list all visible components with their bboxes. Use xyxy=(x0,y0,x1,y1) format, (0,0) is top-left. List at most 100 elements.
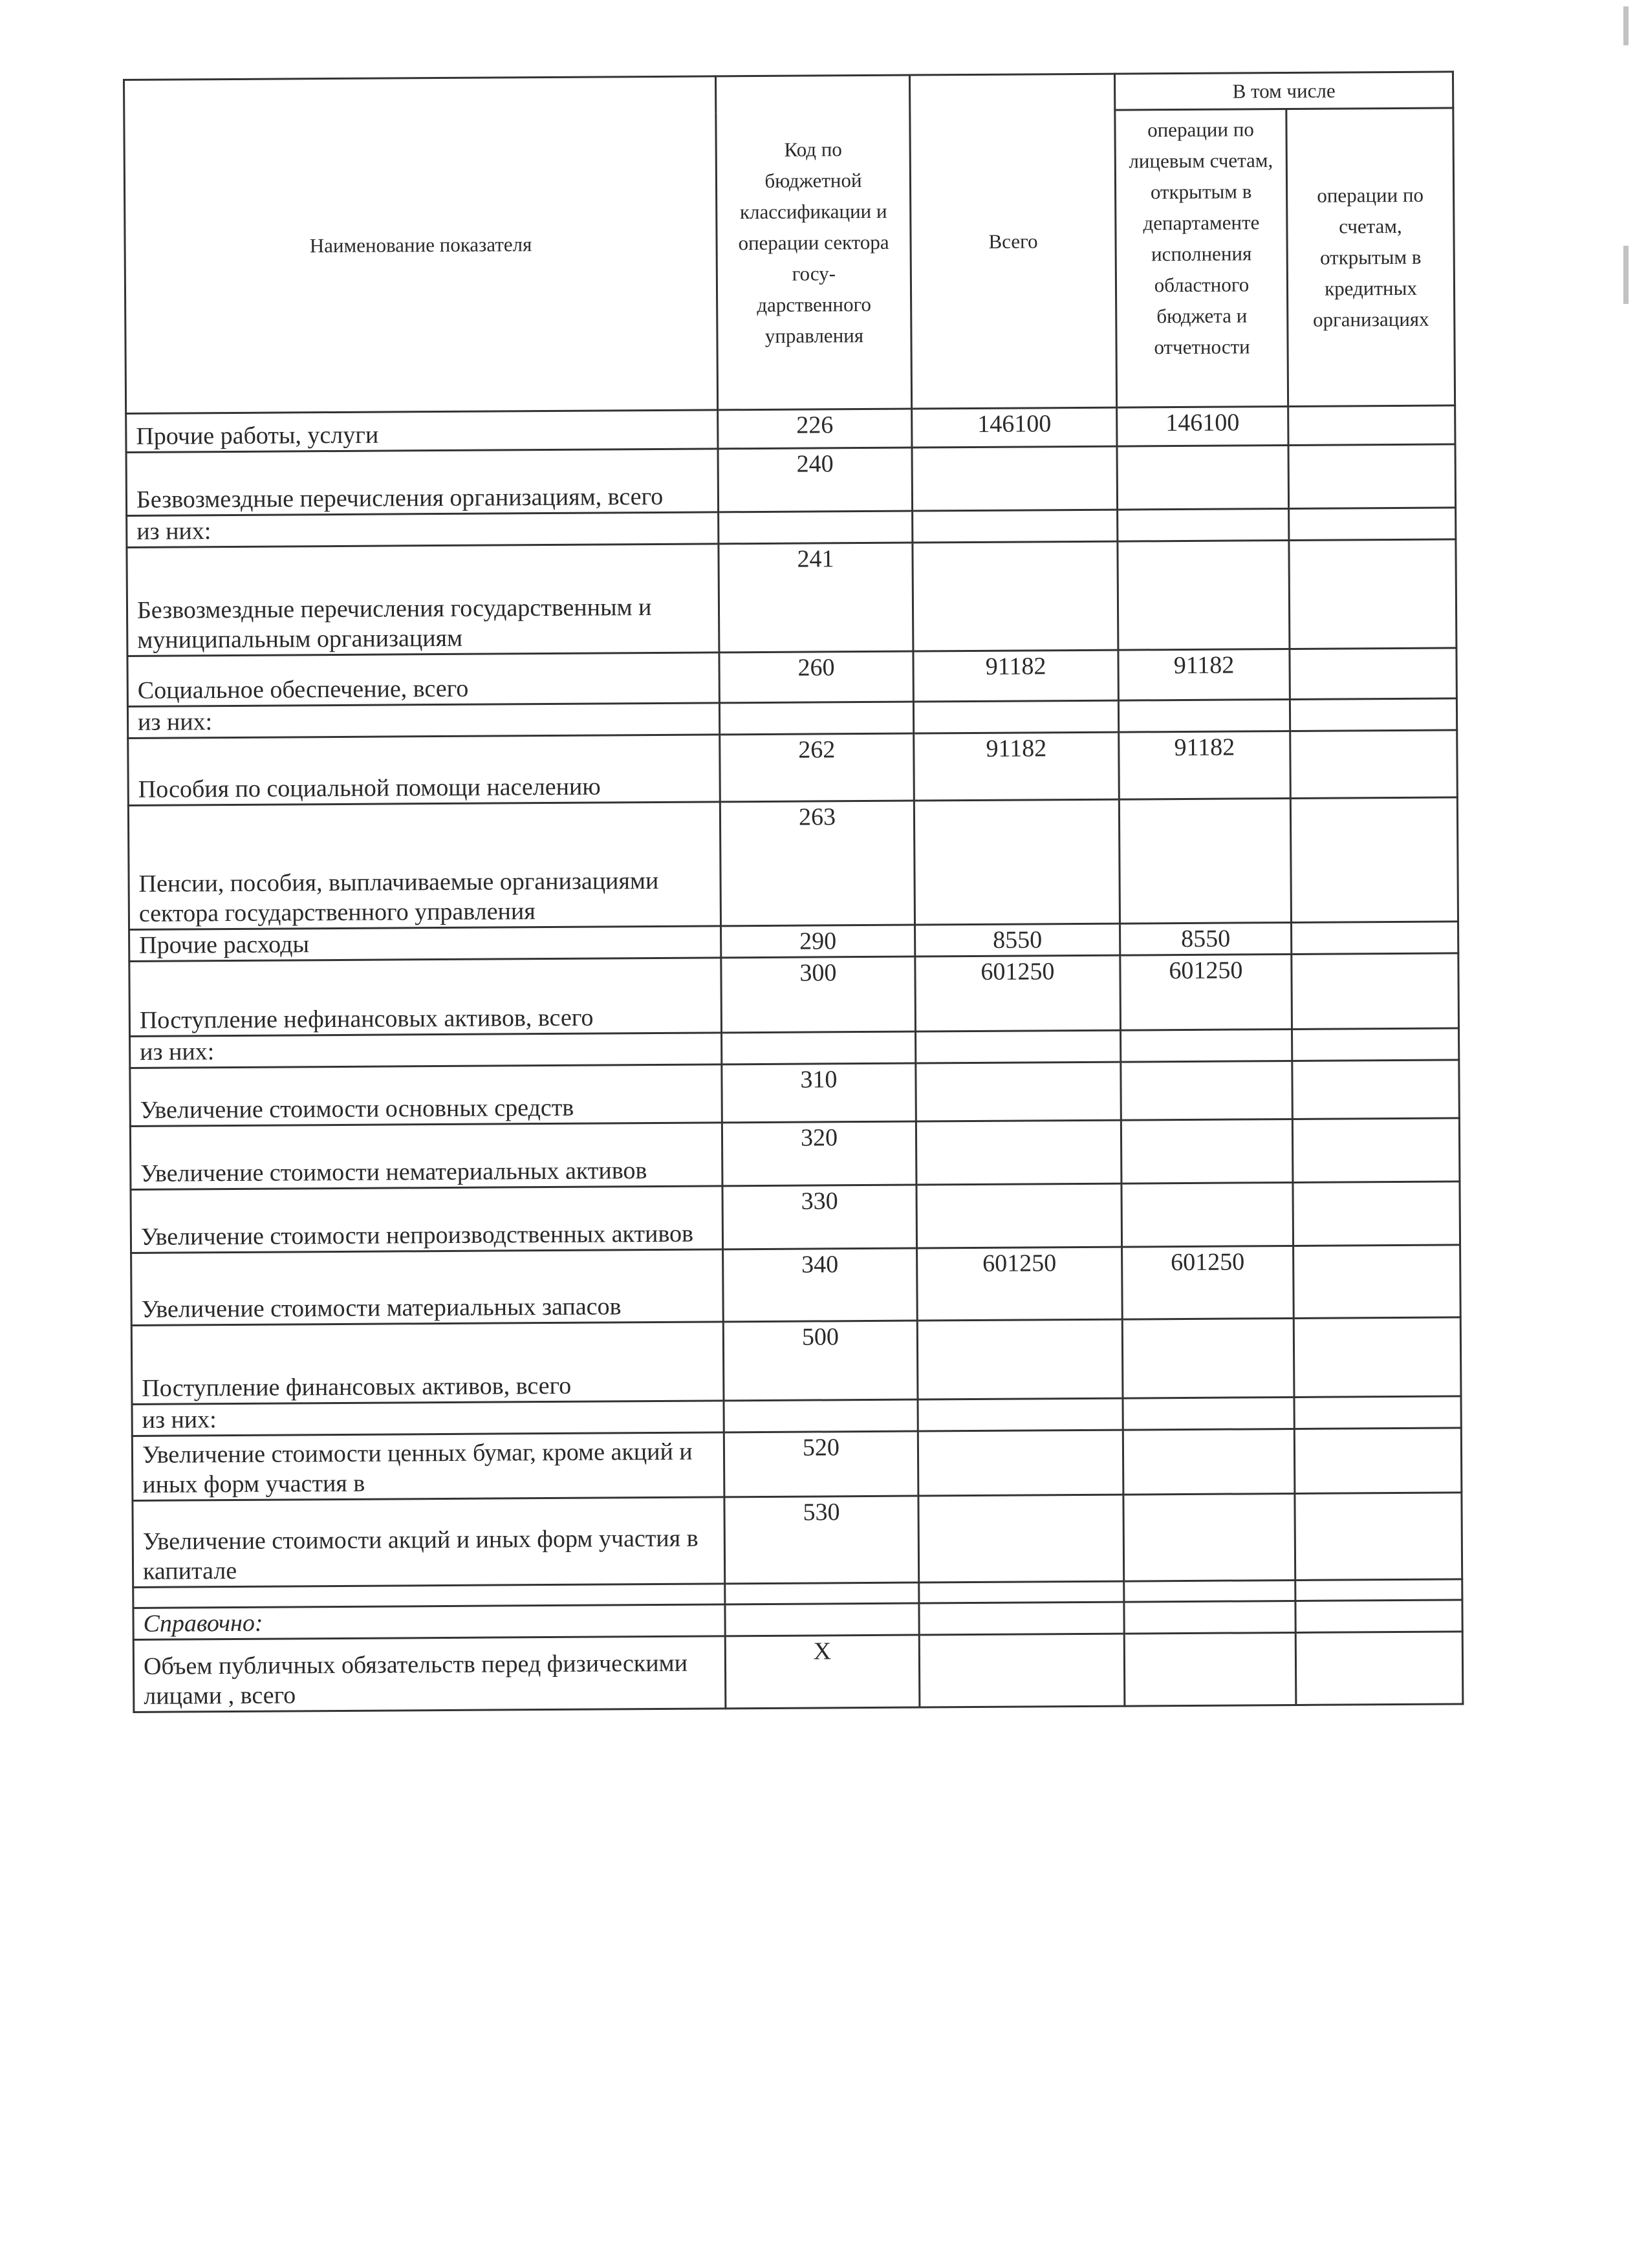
row-code: 330 xyxy=(722,1185,917,1249)
row-code: 263 xyxy=(720,801,915,926)
row-dept-amount xyxy=(1119,798,1292,924)
row-total xyxy=(915,1030,1121,1064)
row-code: 520 xyxy=(724,1431,918,1497)
row-dept-amount xyxy=(1120,1061,1293,1121)
row-code: 240 xyxy=(718,448,913,512)
row-dept-amount xyxy=(1124,1632,1296,1707)
row-total: 91182 xyxy=(913,650,1119,702)
table-row: Пособия по социальной помощи населению 26… xyxy=(127,729,1458,806)
row-credit-amount xyxy=(1293,1244,1461,1319)
row-credit-amount xyxy=(1290,797,1458,923)
row-total: 146100 xyxy=(911,407,1117,448)
row-dept-amount xyxy=(1123,1580,1295,1603)
row-credit-amount xyxy=(1294,1492,1462,1581)
table-row: Увеличение стоимости материальных запасо… xyxy=(131,1244,1461,1326)
row-label: Увеличение стоимости непроизводственных … xyxy=(130,1185,723,1253)
header-credit-accounts: операции по счетам, открытым в кредитных… xyxy=(1286,107,1455,407)
row-dept-amount xyxy=(1117,540,1290,651)
row-credit-amount xyxy=(1292,1181,1460,1246)
row-code: 340 xyxy=(722,1248,918,1322)
row-credit-amount xyxy=(1288,444,1456,509)
row-code xyxy=(724,1582,919,1604)
table-row: Увеличение стоимости нематериальных акти… xyxy=(130,1118,1460,1190)
table-row: Поступление нефинансовых активов, всего 3… xyxy=(129,953,1459,1037)
row-dept-amount: 8550 xyxy=(1120,922,1292,956)
row-credit-amount xyxy=(1292,1059,1460,1119)
row-dept-amount xyxy=(1116,445,1289,510)
row-code: 241 xyxy=(718,543,913,653)
row-code xyxy=(719,702,914,735)
row-dept-amount: 91182 xyxy=(1118,731,1291,800)
table-row: Увеличение стоимости основных средств 310 xyxy=(129,1059,1460,1127)
row-credit-amount xyxy=(1291,953,1459,1030)
row-credit-amount xyxy=(1288,507,1456,541)
row-credit-amount xyxy=(1289,647,1457,700)
row-credit-amount xyxy=(1294,1427,1462,1494)
row-total xyxy=(917,1319,1123,1400)
row-total: 601250 xyxy=(915,955,1121,1032)
row-label: Пособия по социальной помощи населению xyxy=(127,734,720,806)
row-total: 91182 xyxy=(913,732,1120,801)
row-label: Увеличение стоимости материальных запасо… xyxy=(131,1249,724,1326)
row-total xyxy=(918,1495,1124,1583)
row-label: Безвозмездные перечисления организациям,… xyxy=(126,448,719,516)
row-label: Социальное обеспечение, всего xyxy=(127,652,720,707)
row-dept-amount: 91182 xyxy=(1118,649,1290,701)
row-credit-amount xyxy=(1294,1317,1461,1398)
row-label: Пенсии, пособия, выплачиваемые организац… xyxy=(128,801,721,930)
row-label: Объем публичных обязательств перед физич… xyxy=(133,1636,726,1712)
table-row: Пенсии, пособия, выплачиваемые организац… xyxy=(128,797,1458,930)
row-label: Увеличение стоимости основных средств xyxy=(129,1064,722,1127)
row-code: 260 xyxy=(719,651,914,703)
row-credit-amount xyxy=(1295,1631,1463,1705)
row-code xyxy=(721,1031,916,1064)
row-dept-amount xyxy=(1122,1318,1294,1399)
row-label: Безвозмездные перечисления государственн… xyxy=(126,543,719,656)
table-row: Увеличение стоимости ценных бумаг, кроме… xyxy=(132,1427,1462,1501)
row-credit-amount xyxy=(1290,698,1457,731)
row-total xyxy=(914,799,1120,925)
row-code xyxy=(724,1399,918,1432)
row-credit-amount xyxy=(1291,921,1458,955)
row-dept-amount xyxy=(1123,1493,1295,1582)
table-row: Поступление финансовых активов, всего 500 xyxy=(131,1317,1461,1405)
row-credit-amount xyxy=(1288,405,1456,446)
row-code: 262 xyxy=(719,733,915,802)
row-dept-amount xyxy=(1123,1601,1296,1634)
row-code: X xyxy=(725,1635,920,1709)
table-row: Увеличение стоимости непроизводственных … xyxy=(130,1181,1460,1253)
row-label: Прочие расходы xyxy=(129,925,721,962)
header-code: Код по бюджетной классификации и операци… xyxy=(715,75,912,410)
row-label: Увеличение стоимости акций и иных форм у… xyxy=(132,1496,725,1588)
row-dept-amount xyxy=(1123,1429,1295,1495)
row-code: 500 xyxy=(723,1321,918,1401)
table-row: Увеличение стоимости акций и иных форм у… xyxy=(132,1492,1462,1588)
row-dept-amount: 601250 xyxy=(1120,954,1292,1031)
row-label: из них: xyxy=(127,702,720,739)
header-name: Наименование показателя xyxy=(124,76,718,414)
budget-table: Наименование показателя Код по бюджетной… xyxy=(123,70,1464,1713)
row-total xyxy=(912,510,1118,543)
table-row: Безвозмездные перечисления государственн… xyxy=(126,539,1456,656)
scan-mark xyxy=(1623,246,1629,304)
table-row: Безвозмездные перечисления организациям,… xyxy=(126,444,1456,516)
row-total xyxy=(912,446,1118,512)
row-code: 310 xyxy=(721,1063,916,1123)
row-dept-amount xyxy=(1118,699,1290,733)
row-label: из них: xyxy=(126,512,719,548)
row-code xyxy=(724,1603,920,1636)
header-including: В том числе xyxy=(1114,71,1453,111)
row-label: из них: xyxy=(129,1032,722,1068)
row-dept-amount xyxy=(1121,1182,1294,1247)
row-code: 300 xyxy=(720,956,916,1033)
row-total xyxy=(913,700,1119,734)
row-total xyxy=(919,1634,1125,1708)
scan-mark xyxy=(1623,6,1629,45)
table-row: Социальное обеспечение, всего 260 91182 911… xyxy=(127,647,1457,707)
row-credit-amount xyxy=(1295,1599,1463,1633)
row-total xyxy=(916,1120,1121,1185)
row-total xyxy=(916,1183,1122,1249)
row-label: Увеличение стоимости ценных бумаг, кроме… xyxy=(132,1432,724,1501)
row-code xyxy=(718,511,913,544)
table-row: Объем публичных обязательств перед физич… xyxy=(133,1631,1463,1712)
